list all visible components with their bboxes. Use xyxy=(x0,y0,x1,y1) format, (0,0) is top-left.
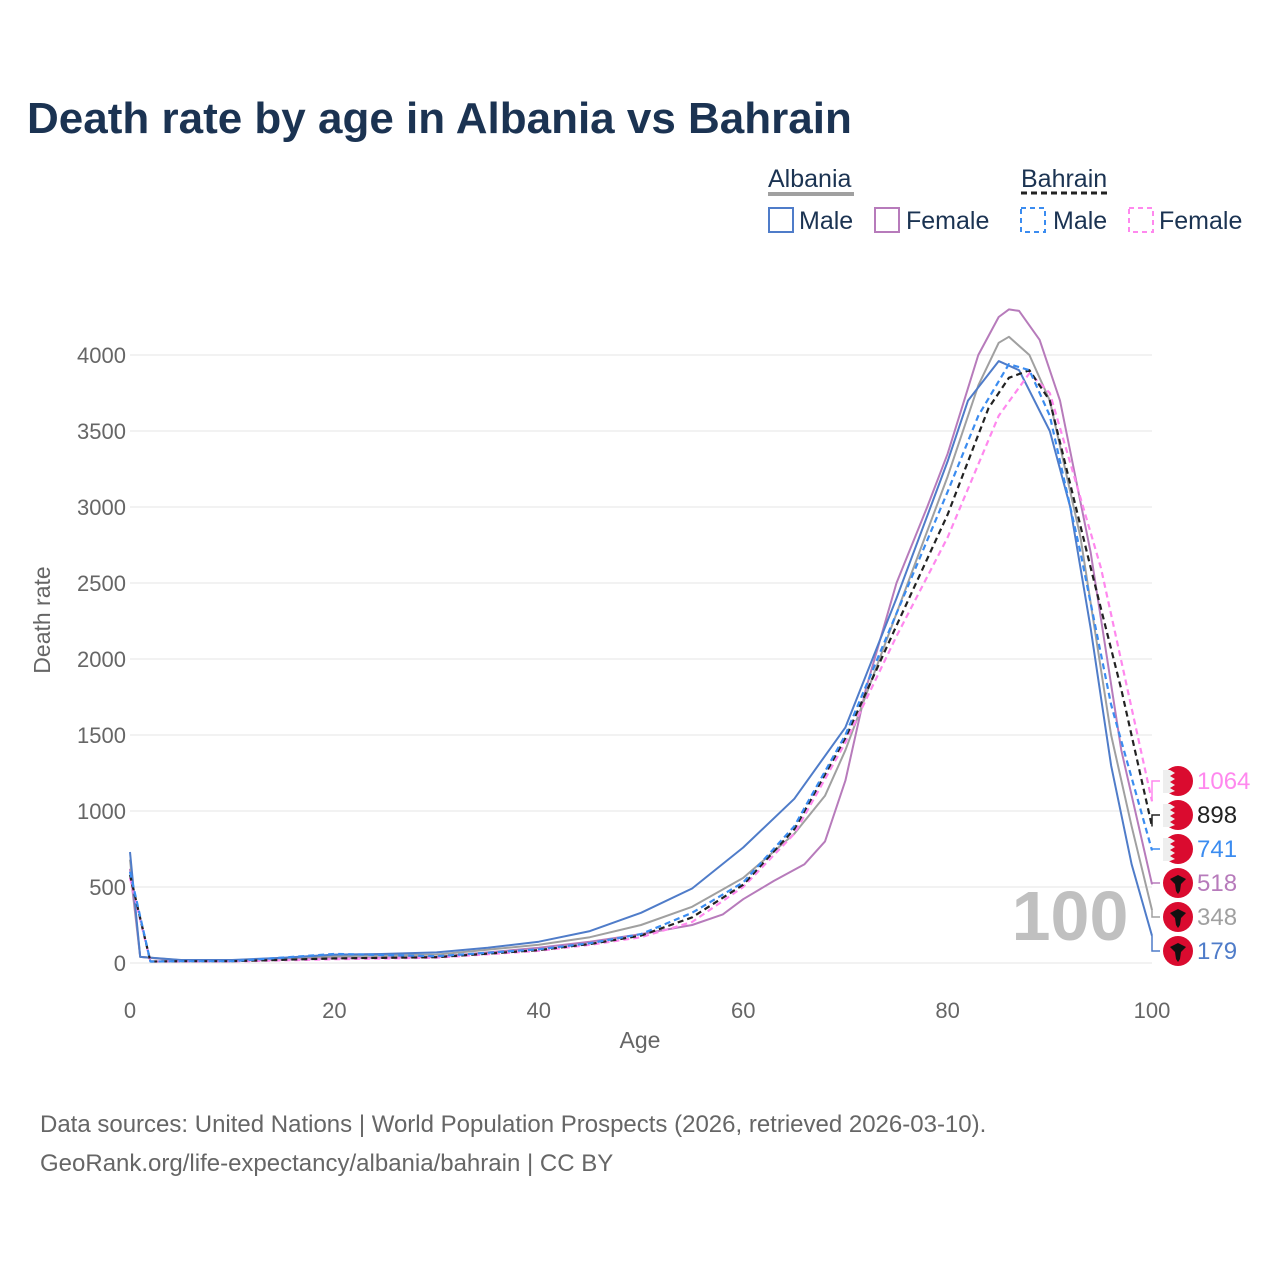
legend-swatch-bahrain-female xyxy=(1128,207,1154,233)
y-tick-label: 2000 xyxy=(77,647,126,672)
legend-albania-male[interactable]: Male xyxy=(799,207,853,235)
x-tick-label: 60 xyxy=(731,998,755,1023)
end-connector xyxy=(1151,780,1160,802)
x-tick-label: 0 xyxy=(124,998,136,1023)
footer-link[interactable]: GeoRank.org/life-expectancy/albania/bahr… xyxy=(40,1150,613,1177)
series-line-albania-male xyxy=(129,360,1153,961)
current-age-label: 100 xyxy=(1012,877,1129,955)
series-line-albania-female xyxy=(129,308,1153,962)
y-tick-label: 0 xyxy=(114,951,126,976)
legend-albania: Albania xyxy=(768,165,851,193)
end-connector xyxy=(1151,910,1160,918)
legend-swatch-albania-female xyxy=(874,207,900,233)
end-connector xyxy=(1151,882,1160,885)
y-tick-label: 1500 xyxy=(77,723,126,748)
bahrain-flag-serration xyxy=(1163,770,1175,793)
y-tick-label: 3000 xyxy=(77,495,126,520)
chart-title: Death rate by age in Albania vs Bahrain xyxy=(27,94,852,143)
series-line-bahrain-female xyxy=(128,372,1154,963)
y-tick-label: 3500 xyxy=(77,419,126,444)
legend-albania-female[interactable]: Female xyxy=(906,207,989,235)
legend-bahrain-female[interactable]: Female xyxy=(1159,207,1242,235)
x-tick-label: 20 xyxy=(322,998,346,1023)
end-connector xyxy=(1151,935,1160,952)
end-value-label: 518 xyxy=(1197,870,1237,897)
legend-swatch-bahrain-male xyxy=(1020,207,1046,233)
y-tick-label: 4000 xyxy=(77,343,126,368)
end-value-label: 348 xyxy=(1197,904,1237,931)
bahrain-flag-serration xyxy=(1163,838,1175,861)
end-value-label: 741 xyxy=(1197,836,1237,863)
x-tick-label: 100 xyxy=(1134,998,1171,1023)
legend-swatch-albania-male xyxy=(768,207,794,233)
albania-eagle xyxy=(1170,909,1186,928)
end-value-label: 1064 xyxy=(1197,768,1250,795)
end-value-label: 898 xyxy=(1197,802,1237,829)
y-axis-label: Death rate xyxy=(29,566,55,673)
series-line-bahrain-total xyxy=(128,369,1154,963)
legend-bahrain-male[interactable]: Male xyxy=(1053,207,1107,235)
series-line-bahrain-male xyxy=(128,363,1154,963)
end-connector xyxy=(1151,848,1160,851)
x-tick-label: 80 xyxy=(935,998,959,1023)
legend: Albania Bahrain Male Female Male Female xyxy=(768,165,1242,235)
x-tick-label: 40 xyxy=(527,998,551,1023)
x-axis-label: Age xyxy=(620,1027,661,1053)
end-connector xyxy=(1151,814,1160,827)
albania-eagle xyxy=(1170,943,1186,962)
series-line-albania-total xyxy=(129,335,1153,962)
y-tick-label: 2500 xyxy=(77,571,126,596)
albania-eagle xyxy=(1170,875,1186,894)
footer-sources: Data sources: United Nations | World Pop… xyxy=(40,1111,986,1138)
legend-bahrain: Bahrain xyxy=(1021,165,1107,193)
y-tick-label: 1000 xyxy=(77,799,126,824)
end-value-label: 179 xyxy=(1197,938,1237,965)
bahrain-flag-serration xyxy=(1163,804,1175,827)
y-tick-label: 500 xyxy=(89,875,126,900)
